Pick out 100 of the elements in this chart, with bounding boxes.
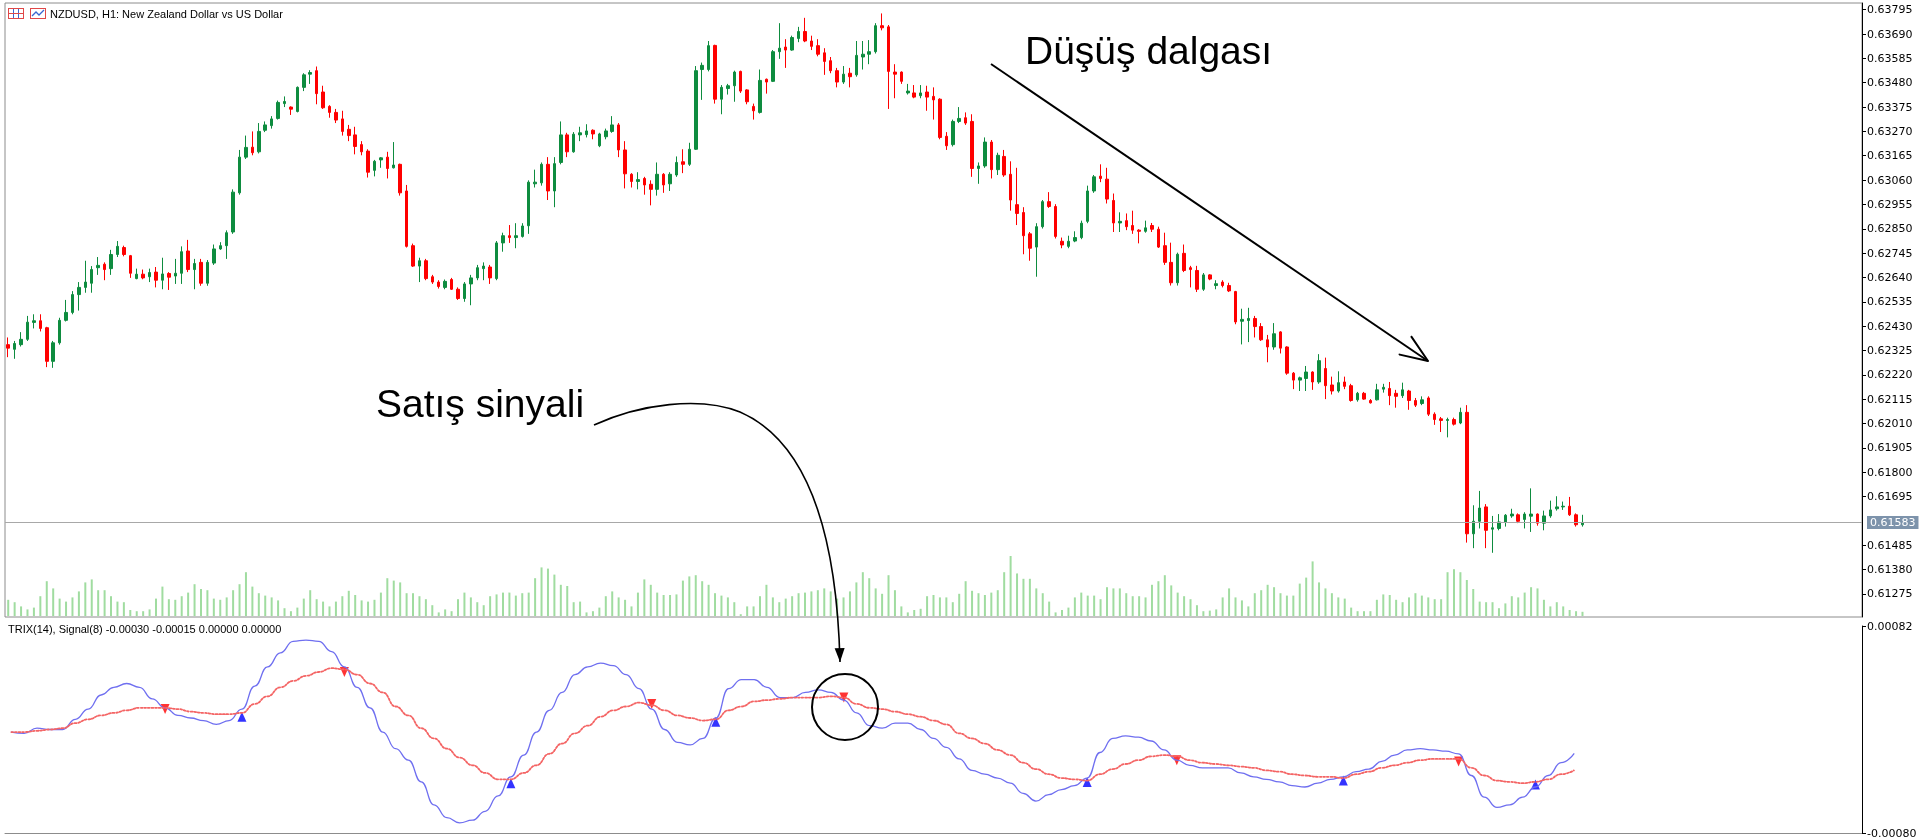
bar xyxy=(791,596,794,616)
candlestick xyxy=(1516,512,1520,524)
bar xyxy=(707,584,710,616)
y-tick-label: 0.63585 xyxy=(1867,51,1913,65)
bar xyxy=(495,594,498,616)
candlestick xyxy=(733,70,736,103)
bar xyxy=(1459,572,1462,616)
bar xyxy=(1305,577,1308,616)
candlestick xyxy=(353,126,357,155)
bar xyxy=(1446,572,1449,616)
candlestick xyxy=(630,172,633,188)
candlestick xyxy=(411,243,415,268)
bar xyxy=(752,606,755,616)
bar xyxy=(463,592,466,616)
candlestick xyxy=(456,286,460,301)
y-tick-label: 0.61695 xyxy=(1867,489,1913,503)
candlestick xyxy=(289,105,293,116)
candlestick xyxy=(1382,383,1385,394)
candlestick xyxy=(1099,163,1102,183)
bar xyxy=(1253,593,1256,616)
candlestick xyxy=(1343,376,1346,390)
candlestick xyxy=(842,65,845,85)
candlestick xyxy=(810,35,813,51)
bar xyxy=(450,611,453,616)
bar xyxy=(977,593,980,616)
bar xyxy=(681,580,684,616)
bar xyxy=(457,599,460,616)
candlestick xyxy=(559,120,563,165)
bar xyxy=(951,602,954,616)
bar xyxy=(1478,601,1481,616)
bar xyxy=(733,602,736,616)
bar xyxy=(412,593,415,616)
candlestick xyxy=(443,279,447,290)
candlestick xyxy=(533,169,537,188)
y-tick-label: -0.00080 xyxy=(1867,826,1917,840)
candlestick xyxy=(1195,265,1199,293)
candlestick xyxy=(1491,515,1494,554)
candlestick xyxy=(180,245,183,285)
bar xyxy=(354,595,357,616)
bar xyxy=(624,599,627,616)
candlestick xyxy=(572,131,575,154)
candlestick xyxy=(231,188,235,235)
bar xyxy=(1517,597,1520,616)
candlestick xyxy=(360,140,363,156)
candlestick xyxy=(219,241,222,251)
bar xyxy=(630,606,633,616)
candlestick xyxy=(970,113,974,178)
y-tick-label: 0.62745 xyxy=(1867,246,1913,260)
candlestick xyxy=(437,279,440,290)
candlestick xyxy=(379,156,383,169)
candlestick xyxy=(1028,231,1032,262)
candlestick xyxy=(643,176,646,196)
candlestick xyxy=(482,261,485,281)
y-tick-label: 0.63690 xyxy=(1867,27,1913,41)
bar xyxy=(13,602,16,616)
bar xyxy=(360,600,363,616)
y-tick-label: 0.63270 xyxy=(1867,124,1913,138)
bar xyxy=(110,596,113,616)
bar xyxy=(187,592,190,616)
y-tick-label: 0.00082 xyxy=(1867,619,1913,633)
bar xyxy=(244,572,247,616)
candlestick xyxy=(1202,272,1205,292)
candlestick xyxy=(276,100,280,121)
candlestick xyxy=(469,274,473,306)
candlestick xyxy=(983,136,987,169)
y-tick-label: 0.63375 xyxy=(1867,100,1913,114)
candlestick xyxy=(167,271,171,291)
candlestick xyxy=(1086,185,1089,224)
candlestick xyxy=(700,62,704,101)
bar xyxy=(1420,595,1423,616)
bar xyxy=(598,607,601,616)
y-tick-label: 0.62325 xyxy=(1867,343,1913,357)
candlestick xyxy=(1330,376,1334,395)
bar xyxy=(39,596,42,616)
y-tick-label: 0.61800 xyxy=(1867,465,1913,479)
candlestick xyxy=(1478,490,1481,529)
bar xyxy=(900,606,903,616)
bar xyxy=(1523,592,1526,616)
bar xyxy=(816,590,819,616)
candlestick xyxy=(19,331,23,348)
candlestick xyxy=(373,159,376,177)
bar xyxy=(206,590,209,616)
candlestick xyxy=(1388,381,1391,406)
candlestick xyxy=(1369,398,1372,405)
bar xyxy=(347,590,350,616)
candlestick xyxy=(71,290,74,315)
bar xyxy=(662,595,665,616)
candlestick xyxy=(1150,222,1154,233)
bar xyxy=(1382,594,1385,616)
bar xyxy=(1401,602,1404,616)
bar xyxy=(1465,580,1468,616)
bar xyxy=(1208,610,1211,616)
candlestick xyxy=(1125,212,1128,231)
bar xyxy=(1549,606,1552,616)
bar xyxy=(1131,596,1134,616)
candlestick xyxy=(161,257,164,290)
bar xyxy=(861,572,864,616)
bar xyxy=(161,586,164,616)
candlestick xyxy=(553,156,556,208)
candlestick xyxy=(514,222,518,249)
